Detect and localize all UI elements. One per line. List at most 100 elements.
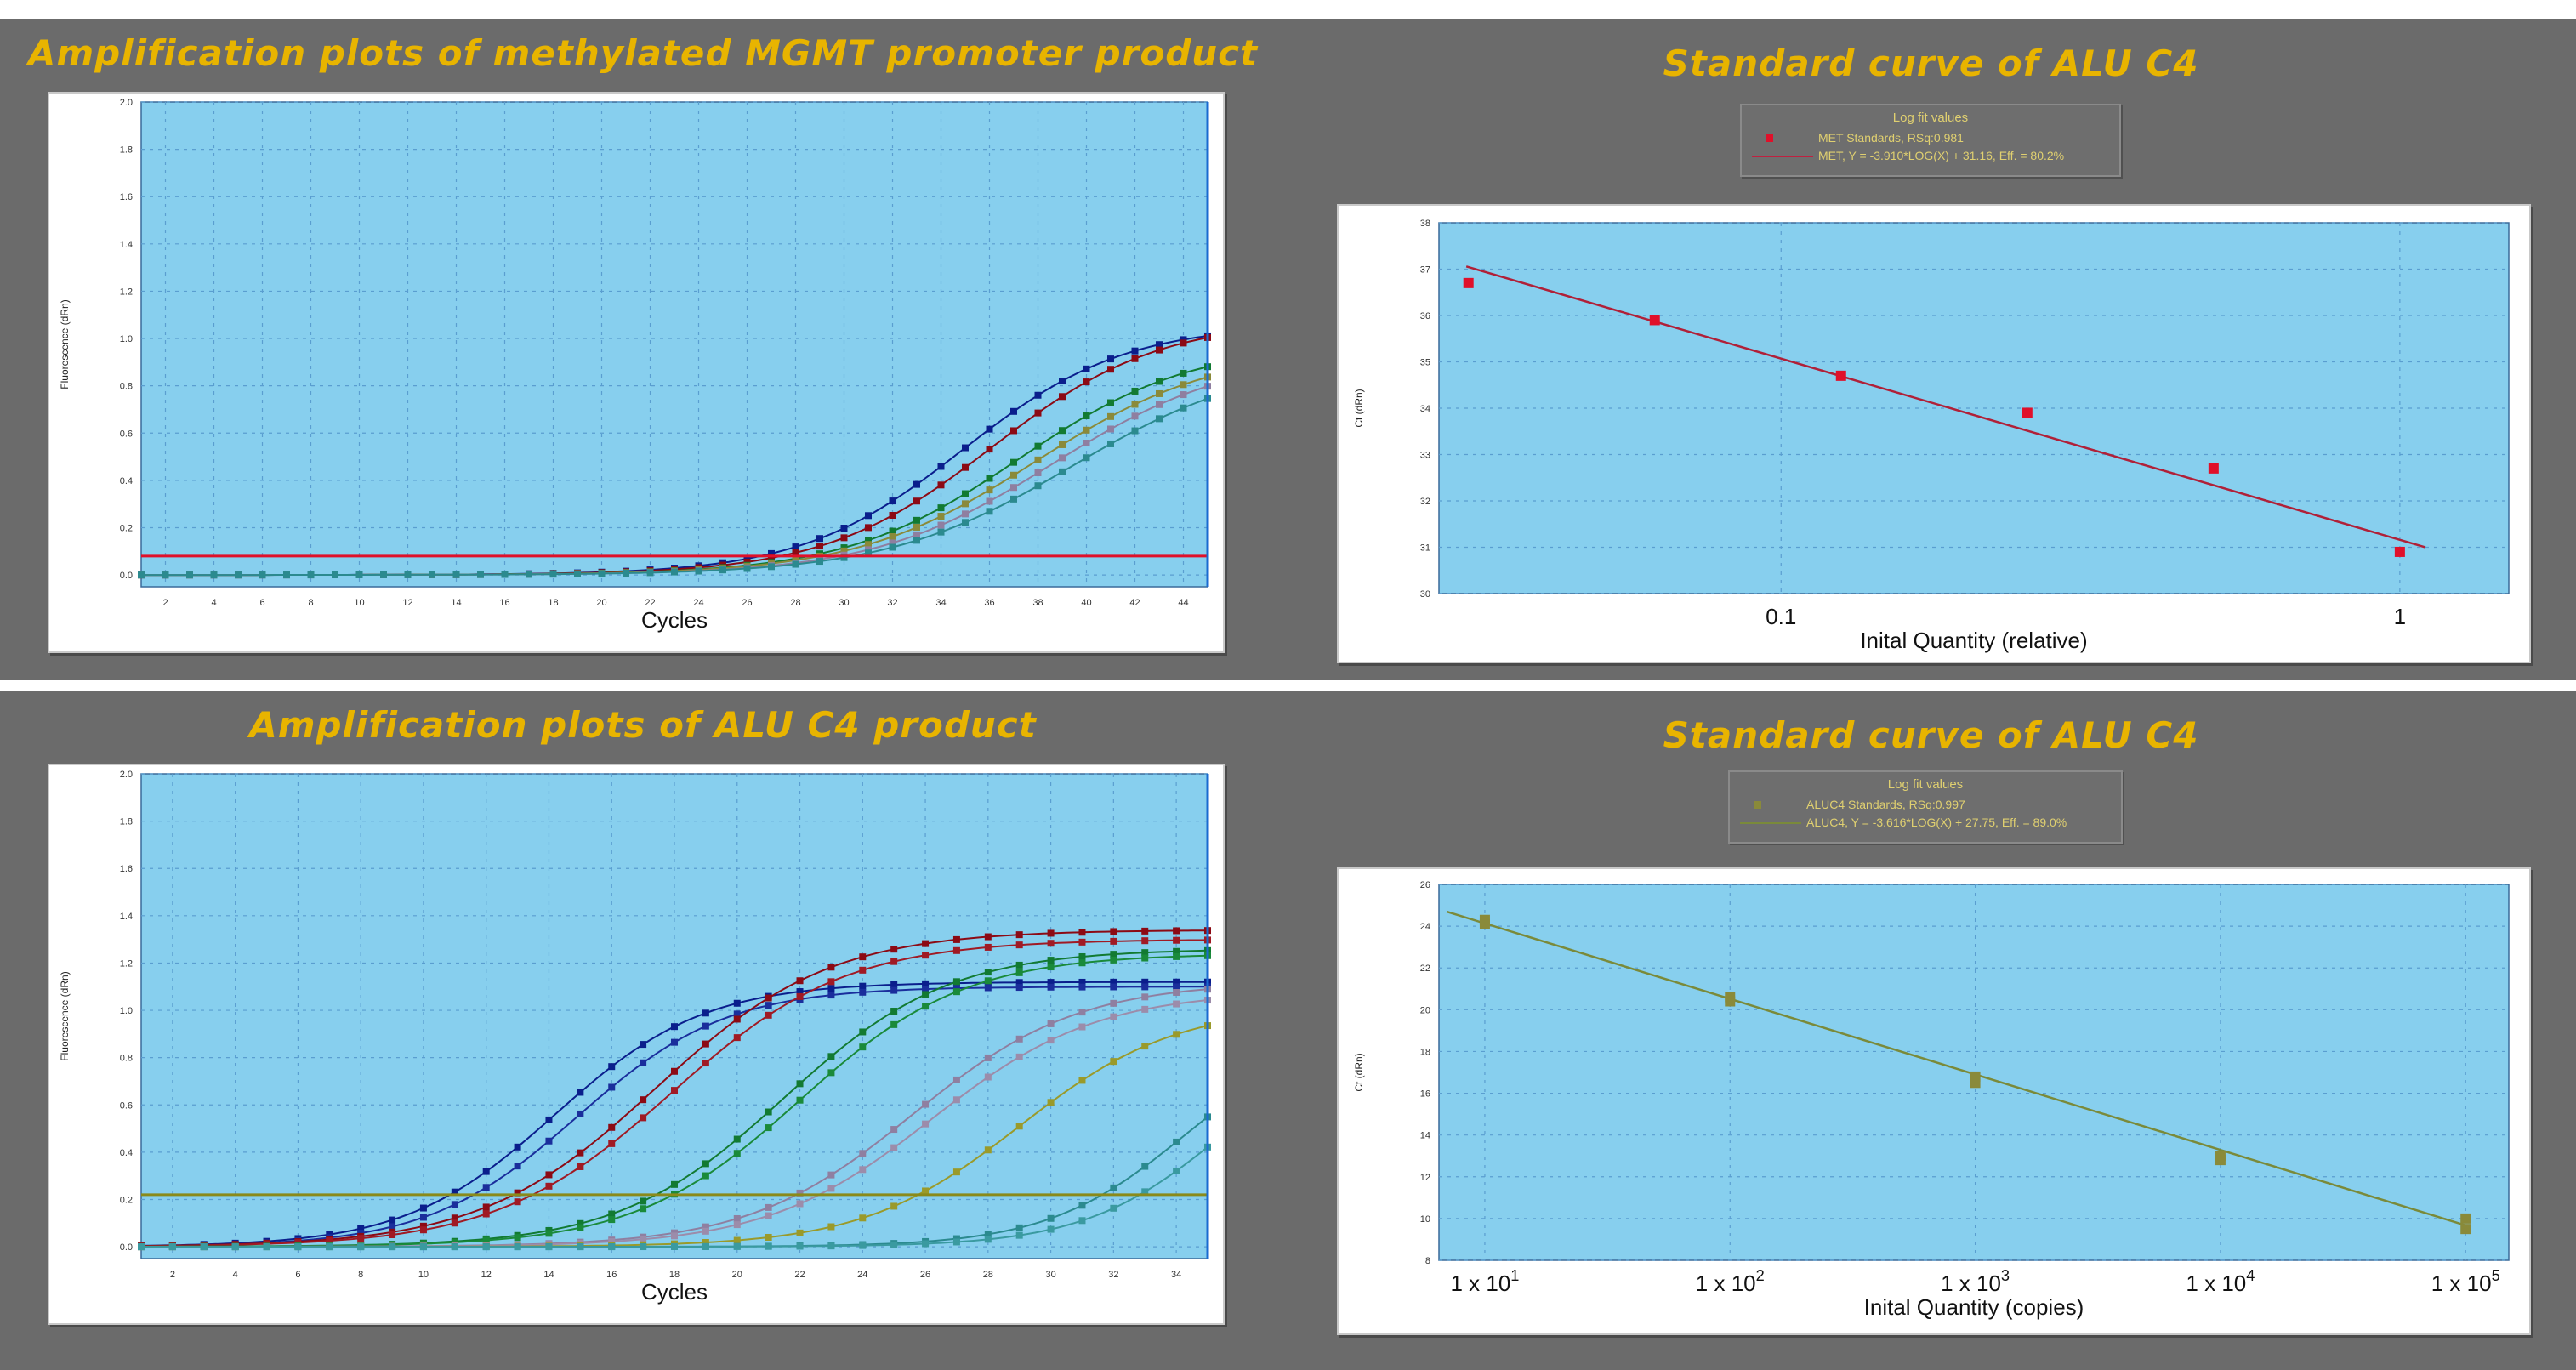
curve-point <box>859 1166 867 1174</box>
curve-point <box>419 1204 427 1212</box>
curve-point <box>1141 1005 1149 1013</box>
curve-point <box>765 1002 772 1009</box>
x-tick-label: 16 <box>606 1270 617 1280</box>
legend-met: Log fit values MET Standards, RSq:0.981 … <box>1740 104 2121 177</box>
y-tick-label: 0.0 <box>120 1242 133 1253</box>
curve-point <box>451 1243 458 1251</box>
curve-point <box>1110 1204 1117 1212</box>
std-alu-card: 8 10 12 14 16 18 20 22 24 26 1 x 101 1 x 102 1 x 103… <box>1337 867 2531 1335</box>
curve-point <box>984 933 992 941</box>
curve-point <box>671 1180 678 1188</box>
curve-point <box>231 1243 239 1251</box>
curve-point <box>702 1223 709 1231</box>
curve-point <box>138 571 145 579</box>
curve-point <box>1015 979 1023 986</box>
curve-point <box>577 1219 584 1227</box>
x-tick-label: 2 <box>162 598 168 608</box>
curve-point <box>608 1210 616 1218</box>
curve-point <box>1047 929 1055 937</box>
x-tick-label: 20 <box>596 598 606 608</box>
curve-point <box>640 1114 647 1122</box>
curve-point <box>1107 366 1114 373</box>
curve-point <box>1034 482 1042 490</box>
x-axis-label: Inital Quantity (relative) <box>1860 628 2087 653</box>
curve-point <box>765 1203 772 1211</box>
curve-point <box>1141 983 1149 991</box>
curve-point <box>389 1216 396 1224</box>
curve-point <box>986 475 993 482</box>
x-tick-label: 34 <box>935 598 946 608</box>
curve-point <box>702 1009 709 1017</box>
curve-point <box>1156 389 1163 397</box>
x-tick-label: 14 <box>543 1270 554 1280</box>
curve-point <box>640 1059 647 1066</box>
curve-point <box>1141 993 1149 1001</box>
curve-point <box>816 535 823 543</box>
curve-point <box>986 486 993 494</box>
curve-point <box>1180 369 1187 377</box>
data-point <box>2460 1224 2471 1235</box>
curve-point <box>671 1242 678 1250</box>
curve-point <box>702 1242 709 1250</box>
curve-point <box>608 1083 616 1091</box>
curve-point <box>796 1189 804 1197</box>
y-tick-label: 20 <box>1420 1005 1430 1015</box>
curve-point <box>1156 378 1163 385</box>
curve-point <box>922 1240 930 1248</box>
curve-point <box>984 1146 992 1154</box>
fit-line <box>1446 910 2466 1227</box>
amp-alu-chart: 2 4 6 8 10 12 14 16 18 20 22 24 26 28 30 32 340.00.20.40… <box>59 770 1211 1305</box>
y-tick-label: 0.8 <box>120 382 133 392</box>
std-met-card: 30 31 32 33 34 35 36 37 38 0.1 1 Inital Quantity (r… <box>1337 204 2531 663</box>
y-tick-label: 12 <box>1420 1173 1430 1183</box>
x-tick-label: 32 <box>887 598 897 608</box>
curve-point <box>1047 940 1055 947</box>
curve-point <box>259 571 266 579</box>
panel-title-std-met: Standard curve of ALU C4 <box>1663 43 2199 84</box>
curve-point <box>671 568 678 576</box>
curve-point <box>1015 1231 1023 1239</box>
curve-point <box>162 571 169 579</box>
curve-point <box>796 977 804 985</box>
curve-point <box>962 463 969 471</box>
curve-point <box>827 964 835 971</box>
curve-point <box>608 1243 616 1251</box>
curve-point <box>937 504 945 512</box>
panel-title-amp-mgmt: Amplification plots of methylated MGMT p… <box>27 32 1259 74</box>
y-tick-label: 1.6 <box>120 864 133 874</box>
curve-point <box>984 1236 992 1243</box>
data-point <box>1463 277 1474 288</box>
curve-point <box>695 567 702 575</box>
x-tick-label: 24 <box>857 1270 867 1280</box>
curve-point <box>482 1243 490 1251</box>
curve-point <box>865 549 872 557</box>
curve-point <box>962 500 969 508</box>
curve-point <box>1131 427 1139 435</box>
curve-point <box>1047 964 1055 971</box>
curve-point <box>859 1242 867 1249</box>
curve-point <box>545 1116 553 1123</box>
curve-point <box>1015 984 1023 992</box>
curve-point <box>1034 442 1042 450</box>
y-tick-label: 10 <box>1420 1214 1430 1225</box>
curve-point <box>357 1225 365 1232</box>
curve-point <box>577 1163 584 1170</box>
curve-point <box>389 1231 396 1238</box>
curve-point <box>326 1243 333 1251</box>
curve-point <box>984 943 992 951</box>
curve-point <box>389 1223 396 1231</box>
curve-point <box>733 1034 741 1042</box>
curve-point <box>984 1073 992 1081</box>
curve-point <box>1173 978 1180 986</box>
curve-point <box>889 543 896 551</box>
curve-point <box>792 560 799 568</box>
curve-point <box>451 1201 458 1208</box>
curve-point <box>1173 983 1180 991</box>
curve-point <box>451 1188 458 1196</box>
curve-point <box>1173 988 1180 996</box>
curve-point <box>1047 1037 1055 1044</box>
curve-point <box>1107 412 1114 420</box>
curve-point <box>922 1120 930 1128</box>
curve-point <box>451 1214 458 1222</box>
curve-point <box>549 571 557 578</box>
